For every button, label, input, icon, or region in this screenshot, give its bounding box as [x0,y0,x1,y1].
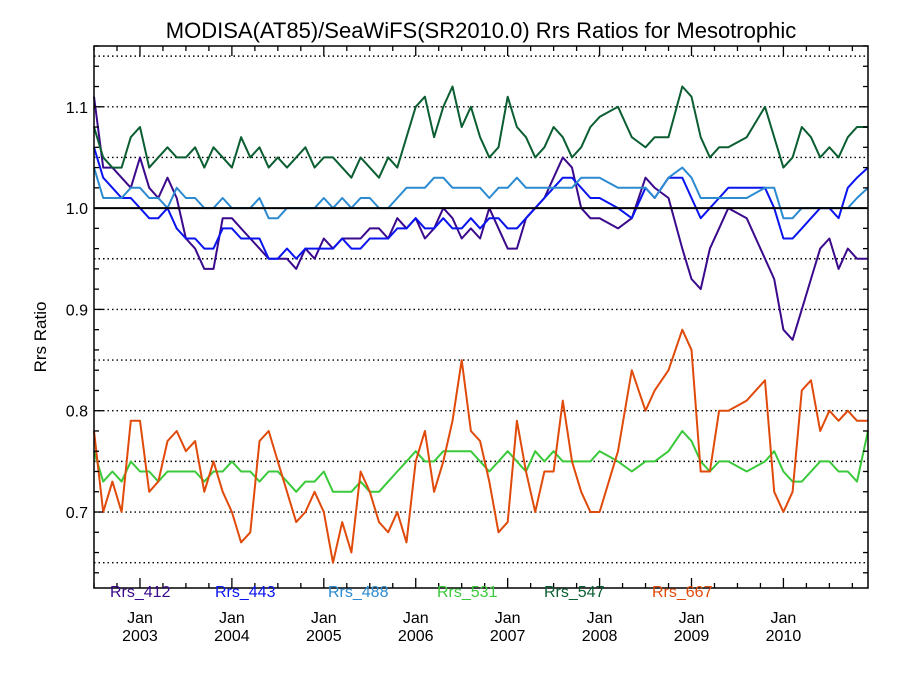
legend-entry-rrs-667: Rrs_667 [652,584,713,601]
legend-entry-rrs-531: Rrs_531 [437,584,498,601]
y-tick-label: 1.1 [66,100,88,117]
grid-lines [94,55,868,564]
y-tick-label: 0.9 [66,302,88,319]
legend-entry-rrs-488: Rrs_488 [328,584,389,601]
x-tick-year-label: 2003 [122,628,158,645]
legend: Rrs_412 Rrs_443 Rrs_488 Rrs_531 Rrs_547 Rrs_6… [110,584,713,601]
x-tick-month-label: Jan [679,610,705,627]
y-tick-label: 0.7 [66,505,88,522]
x-tick-year-label: 2008 [582,628,618,645]
series-line-rrs-488 [93,166,869,220]
x-tick-year-label: 2005 [306,628,342,645]
y-axis-label: Rrs Ratio [31,302,50,373]
series-line-rrs-667 [93,328,868,564]
series-line-rrs-547 [93,85,868,179]
x-tick-month-label: Jan [219,610,245,627]
x-tick-year-label: 2006 [398,628,434,645]
axes [93,45,869,589]
x-tick-month-label: Jan [403,610,429,627]
x-tick-month-label: Jan [127,610,153,627]
y-tick-labels: 0.7 0.8 0.9 1.0 1.1 [66,100,88,522]
y-tick-label: 0.8 [66,404,88,421]
x-tick-month-label: Jan [311,610,337,627]
plot-frame [93,45,869,589]
x-tick-year-label: 2009 [674,628,710,645]
x-tick-year-label: 2007 [490,628,526,645]
x-tick-year-label: 2010 [766,628,802,645]
series-lines [93,85,869,564]
y-tick-label: 1.0 [66,201,88,218]
x-tick-month-label: Jan [587,610,613,627]
x-tick-labels: Jan2003Jan2004Jan2005Jan2006Jan2007Jan20… [122,610,801,645]
series-line-rrs-443 [93,147,869,260]
x-tick-month-label: Jan [495,610,521,627]
series-line-rrs-531 [93,430,869,493]
legend-entry-rrs-547: Rrs_547 [544,584,605,601]
chart-title: MODISA(AT85)/SeaWiFS(SR2010.0) Rrs Ratio… [166,18,796,43]
x-tick-month-label: Jan [771,610,797,627]
legend-entry-rrs-412: Rrs_412 [110,584,171,601]
legend-entry-rrs-443: Rrs_443 [215,584,276,601]
x-tick-year-label: 2004 [214,628,250,645]
